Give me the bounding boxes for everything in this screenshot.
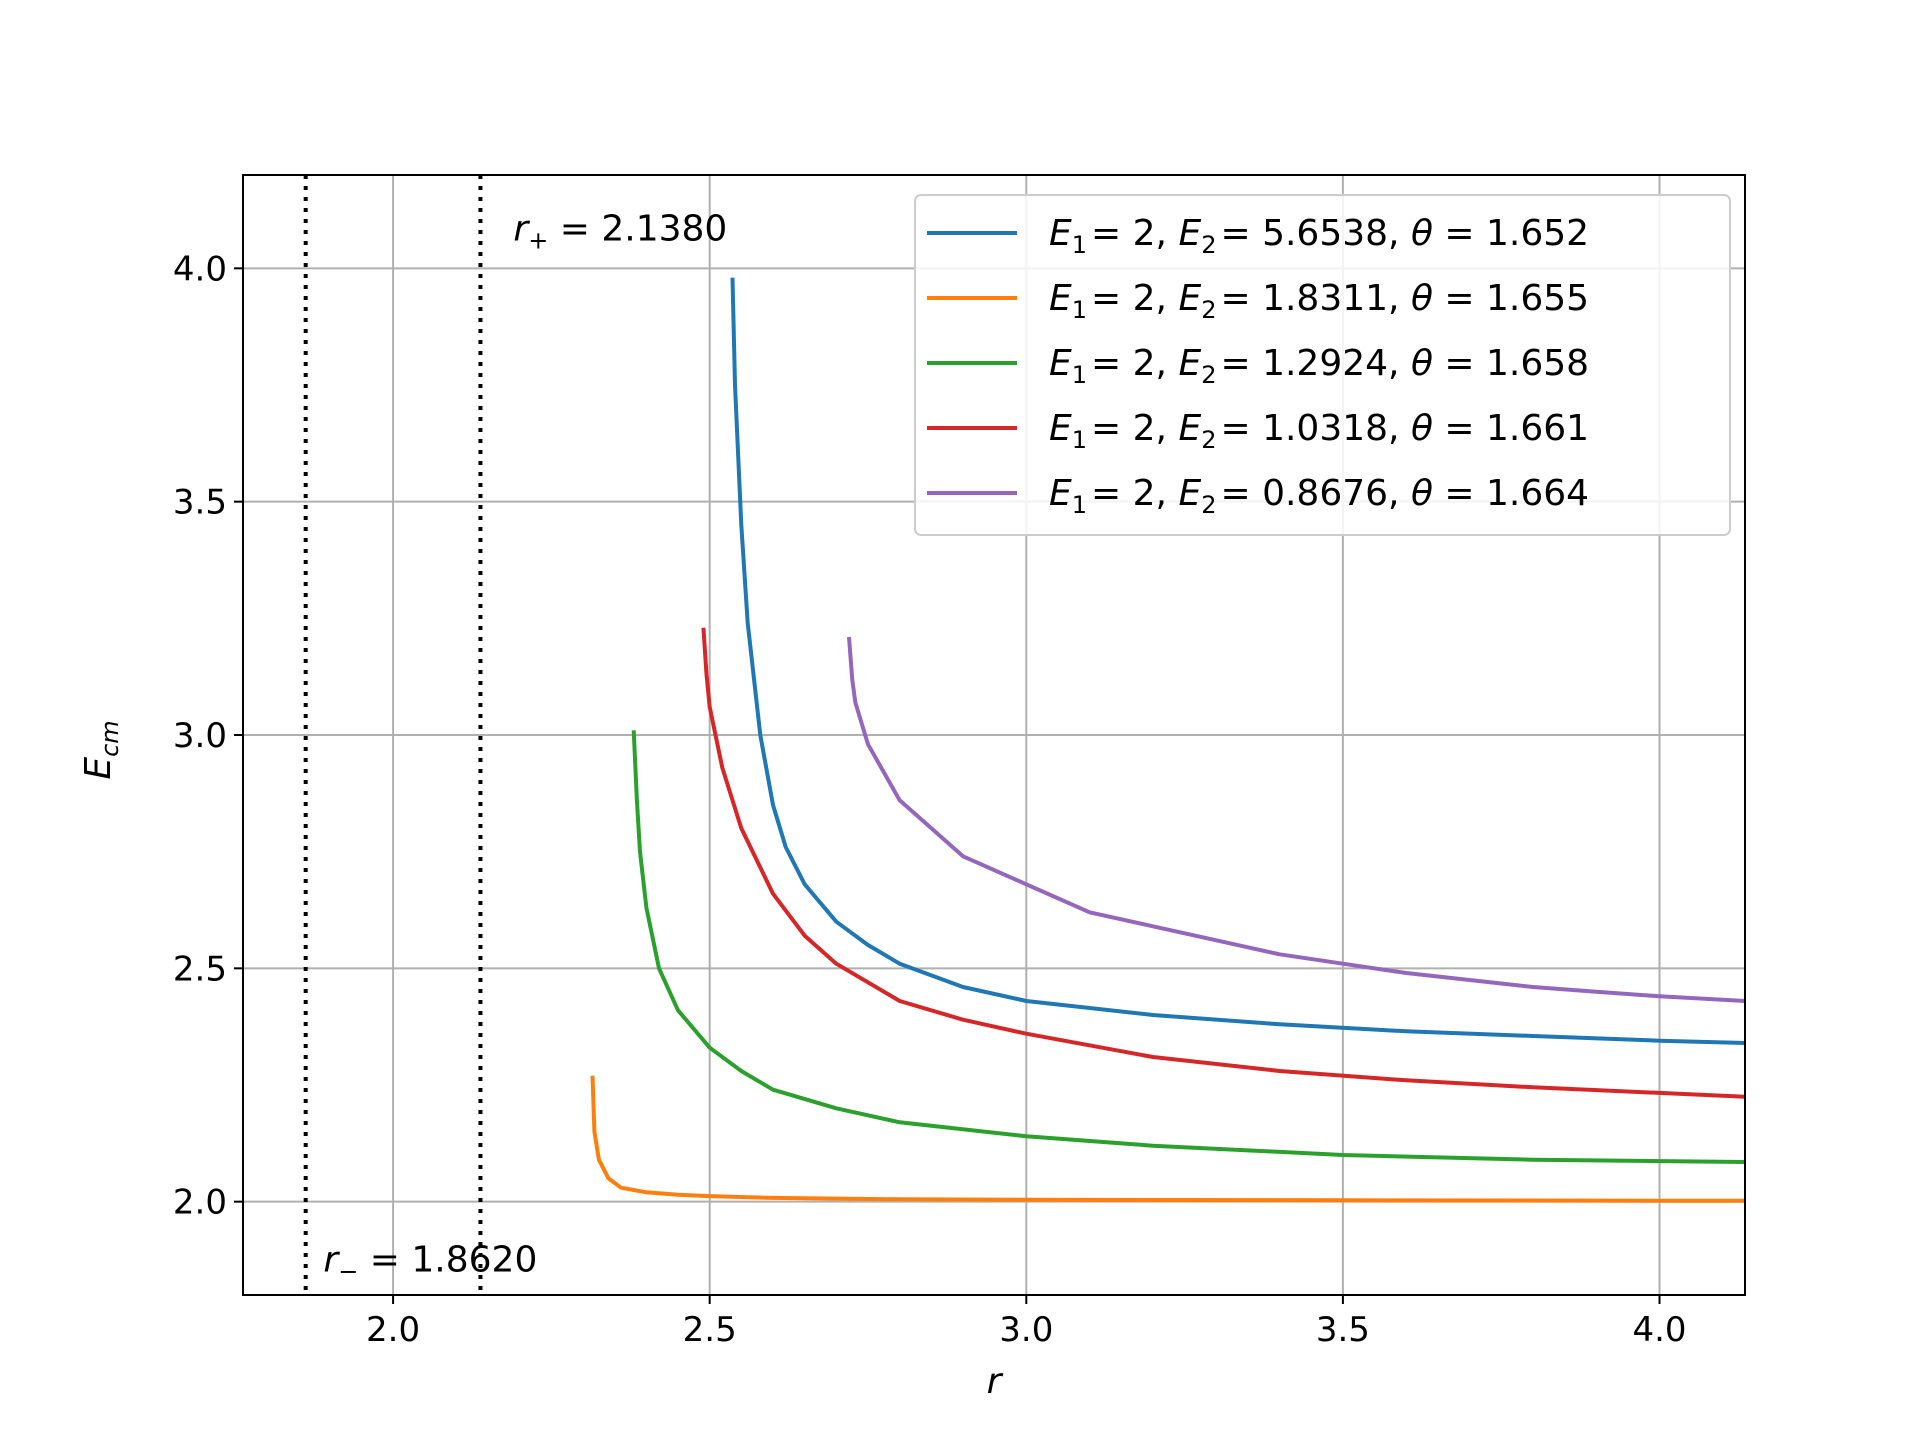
- legend: E1 = 2, E2 = 5.6538, θ = 1.652 E1 = 2, E2 = 1…: [914, 194, 1731, 536]
- ticks: 2.0 2.5 3.0 3.5 4.0 2.0 2.5 3.0 3.5 4.0: [173, 249, 1687, 1350]
- series-line: [701, 627, 1746, 1099]
- x-tick-label: 3.5: [1316, 1310, 1370, 1350]
- legend-box: [914, 194, 1731, 536]
- x-tick-label: 2.5: [683, 1310, 737, 1350]
- annotations: r+ = 2.1380 r− = 1.8620: [323, 208, 727, 1285]
- series-lines: [590, 277, 1746, 1203]
- y-tick-label: 3.0: [173, 716, 227, 756]
- series-line: [847, 636, 1746, 1003]
- y-tick-label: 4.0: [173, 249, 227, 289]
- legend-entry: E1 = 2, E2 = 1.8311, θ = 1.655: [1049, 278, 1589, 324]
- series-line: [730, 277, 1746, 1045]
- legend-entry: E1 = 2, E2 = 0.8676, θ = 1.664: [1049, 473, 1589, 519]
- y-tick-label: 2.0: [173, 1183, 227, 1223]
- legend-entry: E1 = 2, E2 = 1.0318, θ = 1.661: [1049, 408, 1589, 454]
- y-tick-label: 2.5: [173, 949, 227, 989]
- horizon-annotation: r+ = 2.1380: [513, 208, 727, 254]
- legend-entry: E1 = 2, E2 = 1.2924, θ = 1.658: [1049, 343, 1589, 389]
- y-axis-label: Ecm: [78, 720, 124, 779]
- x-axis-label: r: [987, 1361, 1004, 1402]
- series-line: [590, 1075, 1745, 1203]
- series-line: [631, 730, 1746, 1164]
- legend-entry: E1 = 2, E2 = 5.6538, θ = 1.652: [1049, 213, 1589, 259]
- y-tick-label: 3.5: [173, 483, 227, 523]
- x-tick-label: 4.0: [1632, 1310, 1686, 1350]
- x-tick-label: 3.0: [999, 1310, 1053, 1350]
- x-tick-label: 2.0: [366, 1310, 420, 1350]
- horizon-annotation: r− = 1.8620: [323, 1240, 537, 1286]
